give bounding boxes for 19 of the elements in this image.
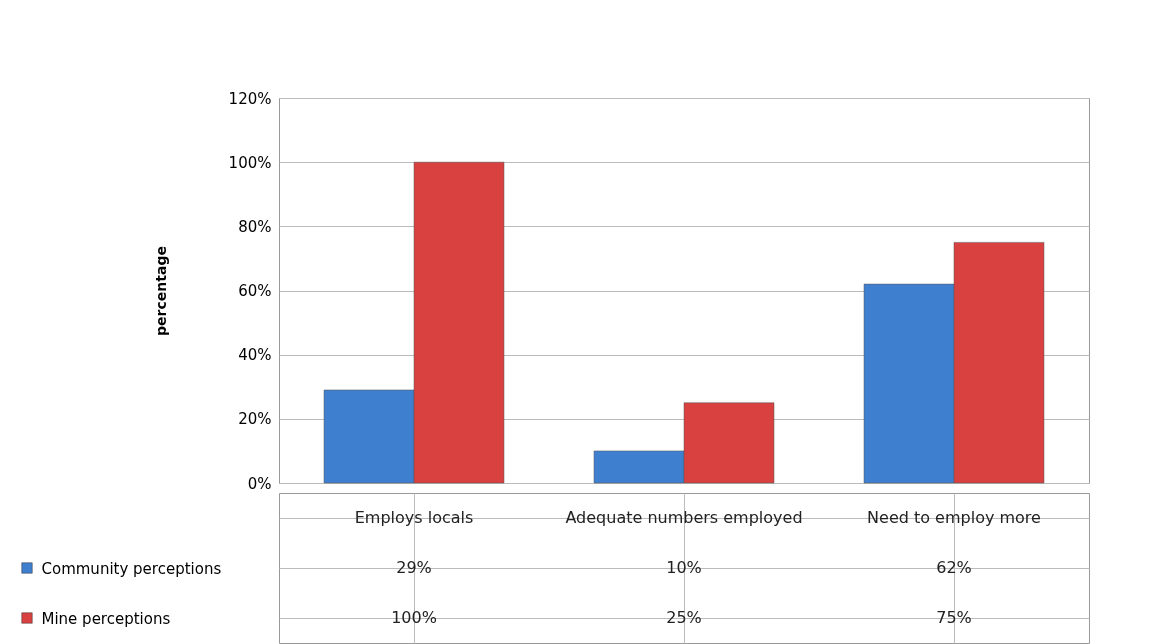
data-label: 25%: [666, 608, 702, 627]
legend-label: Mine perceptions: [41, 609, 171, 628]
y-tick-label: 100%: [228, 153, 272, 172]
y-tick-label: 0%: [247, 474, 272, 493]
legend-label: Community perceptions: [41, 559, 222, 578]
y-tick-label: 120%: [228, 89, 272, 108]
y-tick-label: 80%: [238, 217, 272, 236]
y-tick-label: 40%: [238, 346, 272, 365]
data-label: 62%: [936, 558, 972, 577]
y-axis-title: percentage: [152, 246, 169, 336]
data-label: 29%: [396, 558, 432, 577]
data-label: 100%: [391, 608, 437, 627]
x-tick-label: Need to employ more: [867, 508, 1041, 527]
y-tick-label: 60%: [238, 282, 272, 300]
x-tick-label: Employs locals: [354, 508, 474, 527]
y-tick-label: 20%: [238, 410, 272, 429]
data-label: 10%: [666, 558, 702, 577]
x-tick-label: Adequate numbers employed: [565, 508, 803, 527]
data-label: 75%: [936, 608, 972, 627]
